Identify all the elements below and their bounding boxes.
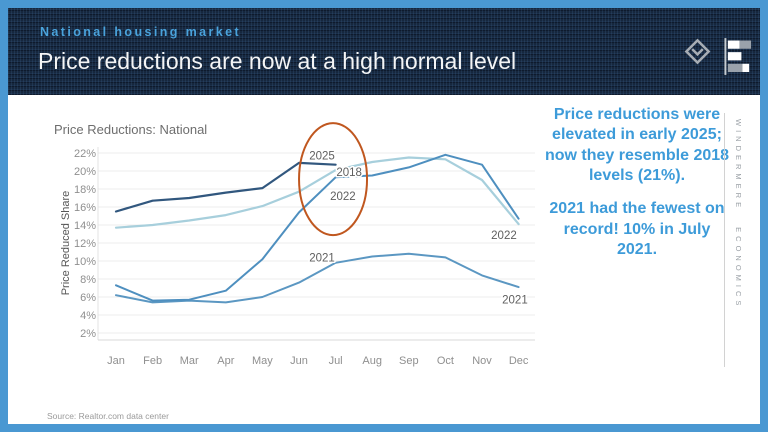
svg-text:Nov: Nov [472,355,492,367]
callout-panel: Price reductions were elevated in early … [544,105,730,273]
svg-text:Dec: Dec [509,355,529,367]
svg-text:Jun: Jun [290,355,308,367]
page-title: Price reductions are now at a high norma… [38,48,517,74]
svg-text:18%: 18% [74,184,96,196]
svg-text:Oct: Oct [437,355,454,367]
svg-text:Mar: Mar [180,355,199,367]
svg-text:4%: 4% [80,310,96,322]
svg-text:20%: 20% [74,166,96,178]
svg-text:2018: 2018 [336,167,362,179]
callout-paragraph-2: 2021 had the fewest on record! 10% in Ju… [549,200,725,258]
header: National housing market Price reductions… [8,8,760,95]
svg-text:22%: 22% [74,148,96,160]
svg-text:2021: 2021 [309,252,335,264]
callout-paragraph-1: Price reductions were elevated in early … [544,106,730,184]
svg-text:2022: 2022 [491,230,517,242]
vertical-divider [724,113,725,367]
chart-panel: Price Reductions: National Price Reduced… [30,108,570,400]
svg-text:Aug: Aug [362,355,382,367]
svg-text:16%: 16% [74,202,96,214]
svg-text:Apr: Apr [217,355,234,367]
svg-text:8%: 8% [80,274,96,286]
line-chart: 2% 4% 6% 8% 10% 12% 14% 16% 18% 20% 22% Jan Feb Mar Ap… [74,122,535,367]
windermere-w-icon [683,37,712,71]
svg-text:10%: 10% [74,256,96,268]
svg-text:May: May [252,355,273,367]
content-area: Price Reductions: National Price Reduced… [8,95,760,424]
svg-text:6%: 6% [80,292,96,304]
eyebrow-label: National housing market [40,25,242,39]
windermere-economics-logo [683,37,754,81]
svg-text:2%: 2% [80,328,96,340]
svg-text:2022: 2022 [330,191,356,203]
svg-text:2021: 2021 [502,295,528,307]
bar-chart-icon [723,37,754,81]
vertical-brand-text: WINDERMERE ECONOMICS [734,119,743,310]
svg-text:Jan: Jan [107,355,125,367]
slide-content: National housing market Price reductions… [8,8,760,424]
svg-text:Feb: Feb [143,355,162,367]
source-note: Source: Realtor.com data center [47,411,169,421]
svg-text:Jul: Jul [329,355,343,367]
svg-text:2025: 2025 [309,151,335,163]
svg-text:Sep: Sep [399,355,419,367]
svg-text:12%: 12% [74,238,96,250]
svg-text:14%: 14% [74,220,96,232]
chart-title: Price Reductions: National [54,122,208,137]
